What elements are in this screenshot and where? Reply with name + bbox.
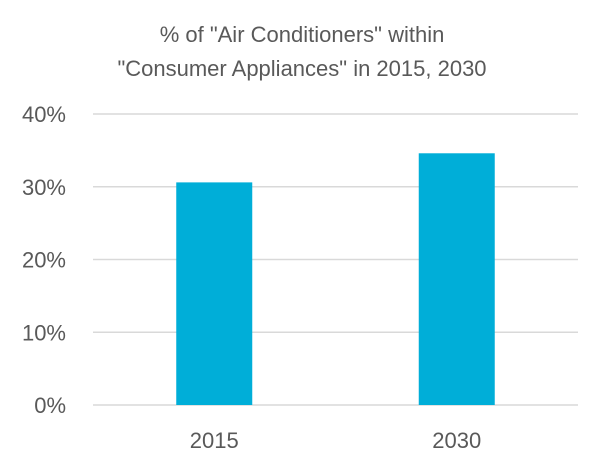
y-tick-label: 10% bbox=[22, 320, 66, 345]
bars bbox=[176, 153, 495, 405]
chart-title-line-2: "Consumer Appliances" in 2015, 2030 bbox=[117, 56, 486, 81]
y-tick-label: 40% bbox=[22, 102, 66, 127]
gridlines bbox=[93, 113, 578, 406]
y-axis-ticks: 0% 10% 20% 30% 40% bbox=[22, 102, 66, 418]
bar-2015 bbox=[176, 182, 253, 405]
bar-2030 bbox=[418, 153, 495, 405]
y-tick-label: 30% bbox=[22, 175, 66, 200]
chart-title-line-1: % of "Air Conditioners" within bbox=[160, 22, 445, 47]
y-tick-label: 0% bbox=[34, 393, 66, 418]
x-tick-label: 2030 bbox=[432, 428, 481, 453]
y-tick-label: 20% bbox=[22, 248, 66, 273]
x-axis-ticks: 2015 2030 bbox=[190, 428, 481, 453]
x-tick-label: 2015 bbox=[190, 428, 239, 453]
